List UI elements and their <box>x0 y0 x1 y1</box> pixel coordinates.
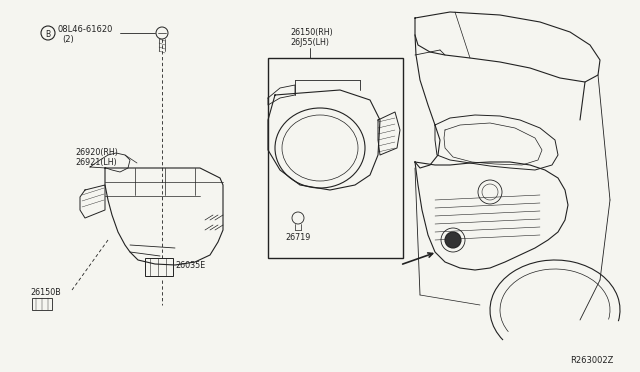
Text: 08L46-61620: 08L46-61620 <box>58 25 113 33</box>
Text: 26J55(LH): 26J55(LH) <box>290 38 329 47</box>
Bar <box>32 298 52 310</box>
Circle shape <box>445 232 461 248</box>
Text: 26719: 26719 <box>285 233 310 242</box>
Text: 26150B: 26150B <box>30 288 61 297</box>
Text: 26035E: 26035E <box>175 262 205 270</box>
Text: 26920(RH): 26920(RH) <box>75 148 118 157</box>
Bar <box>268 58 403 258</box>
Bar <box>145 258 173 276</box>
Text: 26921(LH): 26921(LH) <box>75 158 116 167</box>
Text: (2): (2) <box>62 35 74 44</box>
Text: 26150(RH): 26150(RH) <box>290 28 333 37</box>
Text: R263002Z: R263002Z <box>570 356 613 365</box>
Text: B: B <box>45 29 51 38</box>
